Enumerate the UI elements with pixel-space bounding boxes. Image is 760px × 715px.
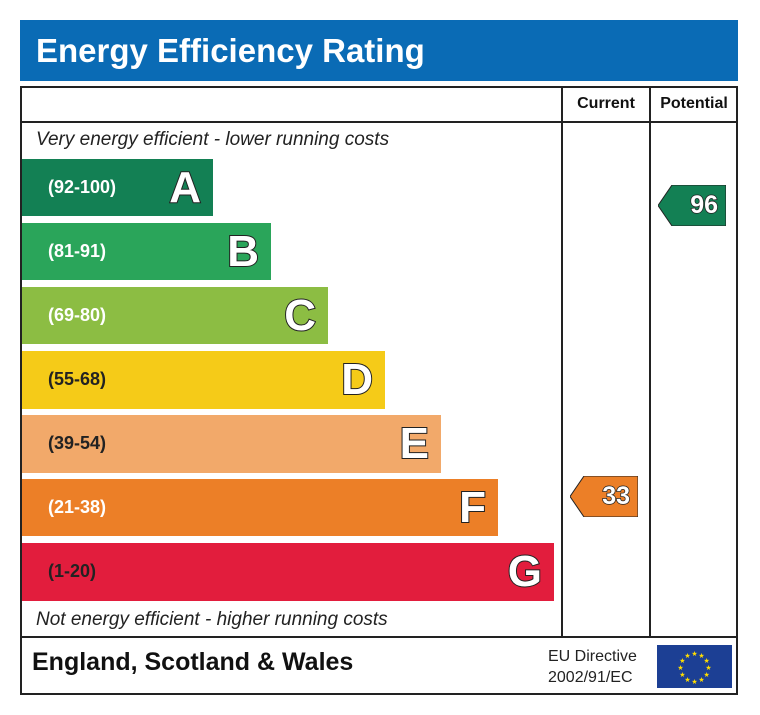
band-bar-g: (1-20) G — [22, 543, 554, 601]
star-icon: ★ — [703, 671, 709, 679]
divider — [561, 86, 563, 637]
potential-header: Potential — [660, 95, 728, 112]
current-header: Current — [577, 95, 635, 112]
directive-line1: EU Directive — [548, 648, 637, 665]
region-label: England, Scotland & Wales — [32, 648, 354, 676]
star-icon: ★ — [679, 657, 685, 665]
band-range: (81-91) — [48, 241, 107, 261]
band-bar-d: (55-68) D — [22, 351, 385, 409]
star-icon: ★ — [677, 664, 683, 672]
band-range: (92-100) — [48, 177, 117, 197]
divider — [649, 86, 651, 637]
current-rating-value: 33 — [601, 481, 630, 511]
band-letter: A — [168, 162, 202, 213]
band-bar-b: (81-91) B — [22, 223, 271, 280]
star-icon: ★ — [679, 671, 685, 679]
band-letter: G — [507, 546, 543, 597]
potential-rating-arrow: 96 — [658, 185, 726, 226]
band-letter: F — [458, 482, 487, 533]
page-title: Energy Efficiency Rating — [20, 20, 738, 81]
band-range: (1-20) — [48, 561, 97, 581]
bottom-note: Not energy efficient - higher running co… — [36, 609, 388, 630]
band-bar-f: (21-38) F — [22, 479, 498, 536]
band-letter: B — [226, 226, 260, 277]
star-icon: ★ — [691, 678, 697, 686]
eu-flag-icon: ★ ★ ★ ★ ★ ★ ★ ★ ★ ★ ★ ★ — [657, 645, 732, 688]
eu-directive: EU Directive 2002/91/EC — [548, 646, 637, 688]
star-icon: ★ — [698, 652, 704, 660]
star-icon: ★ — [705, 664, 711, 672]
star-icon: ★ — [703, 657, 709, 665]
band-range: (69-80) — [48, 305, 107, 325]
star-icon: ★ — [691, 650, 697, 658]
star-icon: ★ — [698, 676, 704, 684]
top-note: Very energy efficient - lower running co… — [36, 129, 390, 150]
star-icon: ★ — [684, 652, 690, 660]
band-bar-a: (92-100) A — [22, 159, 213, 216]
potential-rating-value: 96 — [689, 190, 718, 220]
band-range: (39-54) — [48, 433, 107, 453]
band-bar-c: (69-80) C — [22, 287, 328, 344]
band-range: (21-38) — [48, 497, 107, 517]
band-letter: D — [340, 354, 374, 405]
rating-table — [20, 86, 738, 695]
band-letter: E — [399, 418, 430, 469]
band-range: (55-68) — [48, 369, 107, 389]
divider — [20, 636, 738, 638]
current-rating-arrow: 33 — [570, 476, 638, 517]
star-icon: ★ — [684, 676, 690, 684]
band-bar-e: (39-54) E — [22, 415, 441, 473]
divider — [20, 121, 738, 123]
band-letter: C — [283, 290, 317, 341]
directive-line2: 2002/91/EC — [548, 669, 633, 686]
